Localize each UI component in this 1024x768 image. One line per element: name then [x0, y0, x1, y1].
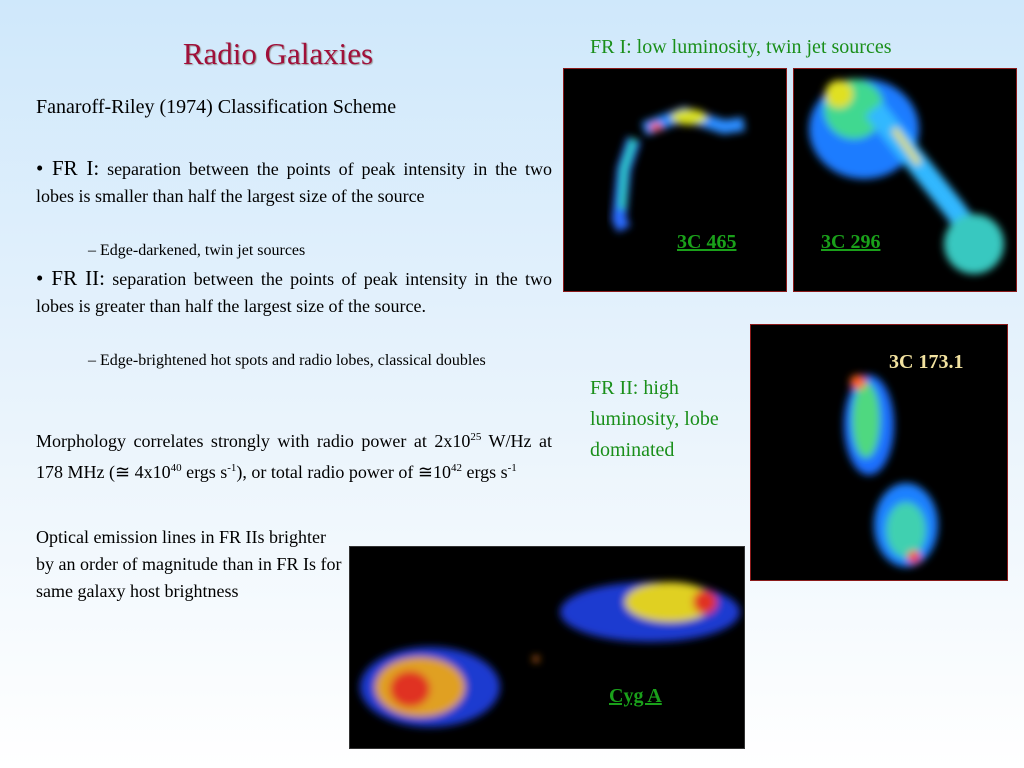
- image-label: Cyg A: [609, 685, 662, 707]
- radio-image: 3C 173.1: [750, 324, 1008, 581]
- radio-image: Cyg A: [349, 546, 745, 749]
- text: ergs s: [181, 462, 228, 482]
- superscript: 42: [450, 462, 462, 474]
- superscript: -1: [227, 462, 237, 474]
- radio-image: 3C 465: [563, 68, 787, 292]
- image-art: [844, 375, 938, 567]
- text: ), or total radio power of ≅10: [236, 462, 451, 482]
- image-art: [809, 79, 1004, 274]
- text: Morphology correlates strongly with radi…: [36, 431, 471, 451]
- text: ergs s: [461, 462, 508, 482]
- bullet: • FR II: separation between the points o…: [36, 265, 552, 320]
- bullet-label: • FR I:: [36, 156, 100, 180]
- sub-bullet: – Edge-brightened hot spots and radio lo…: [88, 352, 486, 369]
- sub-bullet: – Edge-darkened, twin jet sources: [88, 242, 306, 259]
- image-label: 3C 465: [677, 231, 737, 253]
- fr2-caption: FR II: high luminosity, lobe dominated: [590, 377, 719, 461]
- radio-image: 3C 296: [793, 68, 1017, 292]
- morphology-text: Morphology correlates strongly with radi…: [36, 424, 552, 486]
- image-label: 3C 296: [821, 231, 881, 253]
- bullet: • FR I: separation between the points of…: [36, 155, 552, 210]
- optical-text: Optical emission lines in FR IIs brighte…: [36, 527, 342, 601]
- superscript: 25: [470, 431, 482, 443]
- bullet-label: • FR II:: [36, 266, 105, 290]
- image-art: [611, 106, 746, 233]
- subtitle: Fanaroff-Riley (1974) Classification Sch…: [36, 96, 397, 118]
- superscript: 40: [170, 462, 182, 474]
- fr1-caption: FR I: low luminosity, twin jet sources: [590, 36, 892, 58]
- title: Radio Galaxies: [182, 36, 374, 71]
- image-art: [360, 582, 740, 727]
- superscript: -1: [507, 462, 517, 474]
- image-label: 3C 173.1: [889, 351, 964, 373]
- text: W/Hz at 178 MHz (≅ 4x10: [36, 431, 552, 482]
- bullet-text: separation between the points of peak in…: [36, 159, 552, 206]
- bullet-text: separation between the points of peak in…: [36, 269, 552, 316]
